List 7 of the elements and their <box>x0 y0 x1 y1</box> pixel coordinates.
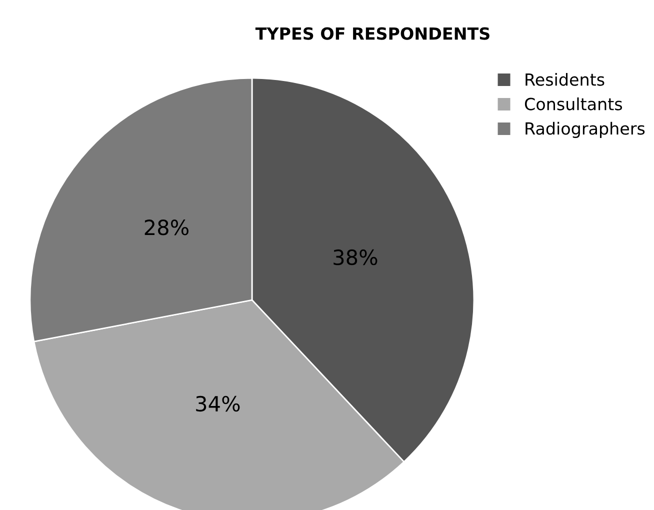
data-label: 38% <box>334 249 378 266</box>
chart-title: TYPES OF RESPONDENTS <box>255 27 490 40</box>
data-label: 28% <box>144 220 188 236</box>
legend-label: Residents <box>526 72 604 86</box>
data-label: 34% <box>196 396 240 412</box>
legend-label: Radiographers <box>526 122 645 138</box>
legend-label: Consultants <box>524 97 622 110</box>
